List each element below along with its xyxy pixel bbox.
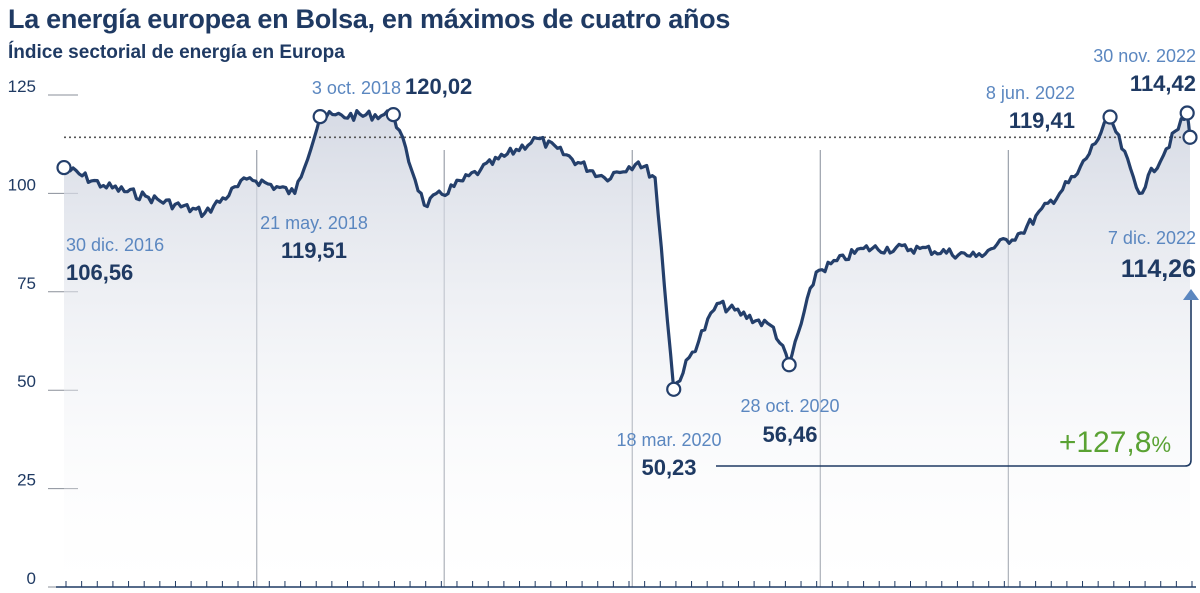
annotation-date-oct-2018: 3 oct. 2018 [312, 78, 401, 98]
point-marker [56, 159, 72, 176]
point-marker [312, 109, 328, 125]
annotation-value-start: 106,56 [66, 260, 133, 285]
annotation-date-jun-2022: 8 jun. 2022 [986, 83, 1075, 103]
x-axis-ticks [65, 581, 1193, 587]
change-unit: % [1151, 432, 1171, 457]
change-arrow [716, 300, 1192, 467]
y-tick-label: 25 [17, 471, 36, 490]
annotation-date-nov-2022: 30 nov. 2022 [1093, 46, 1196, 66]
y-tick-label: 0 [27, 569, 36, 588]
point-marker [781, 357, 797, 373]
y-tick-label: 125 [8, 77, 36, 96]
point-marker [1102, 109, 1118, 125]
change-label: +127,8% [1059, 426, 1171, 459]
point-marker [1182, 129, 1198, 145]
point-marker [385, 107, 401, 123]
y-tick-label: 50 [17, 372, 36, 391]
annotation-date-start: 30 dic. 2016 [66, 235, 164, 255]
annotation-value-oct-2020: 56,46 [762, 422, 817, 447]
annotation-date-may-2018: 21 may. 2018 [260, 213, 368, 233]
chart-title: La energía europea en Bolsa, en máximos … [8, 4, 731, 34]
change-arrowhead [1183, 289, 1199, 300]
annotation-value-may-2018: 119,51 [281, 238, 347, 263]
annotation-value-nov-2022: 114,42 [1130, 71, 1196, 96]
y-tick-label: 75 [17, 274, 36, 293]
annotation-value-oct-2018: 120,02 [405, 74, 472, 99]
chart-subtitle: Índice sectorial de energía en Europa [8, 42, 345, 63]
annotation-date-mar-2020: 18 mar. 2020 [616, 430, 721, 450]
point-marker [666, 381, 682, 397]
point-marker [1179, 105, 1195, 121]
annotation-date-end: 7 dic. 2022 [1108, 228, 1196, 248]
y-tick-label: 100 [8, 175, 36, 194]
annotation-value-jun-2022: 119,41 [1009, 108, 1075, 133]
change-value: +127,8 [1059, 426, 1152, 459]
annotation-value-mar-2020: 50,23 [641, 455, 696, 480]
annotation-value-end: 114,26 [1121, 255, 1196, 283]
markers [56, 105, 1198, 397]
series-line [62, 109, 1192, 391]
annotation-date-oct-2020: 28 oct. 2020 [740, 396, 839, 416]
area-fill [64, 110, 1190, 587]
